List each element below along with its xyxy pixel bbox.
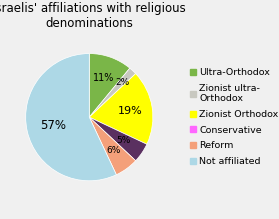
- Text: 5%: 5%: [116, 136, 131, 145]
- Wedge shape: [89, 68, 136, 117]
- Text: 6%: 6%: [107, 146, 121, 155]
- Text: 11%: 11%: [93, 73, 114, 83]
- Text: 57%: 57%: [40, 119, 66, 132]
- Text: 19%: 19%: [118, 106, 143, 116]
- Legend: Ultra-Orthodox, Zionist ultra-
Orthodox, Zionist Orthodox, Conservative, Reform,: Ultra-Orthodox, Zionist ultra- Orthodox,…: [186, 65, 279, 170]
- Wedge shape: [89, 74, 153, 144]
- Title: Israelis' affiliations with religious
denominations: Israelis' affiliations with religious de…: [0, 2, 186, 30]
- Text: 2%: 2%: [115, 78, 129, 87]
- Wedge shape: [26, 54, 116, 181]
- Wedge shape: [89, 54, 130, 117]
- Wedge shape: [89, 117, 147, 161]
- Wedge shape: [89, 117, 136, 175]
